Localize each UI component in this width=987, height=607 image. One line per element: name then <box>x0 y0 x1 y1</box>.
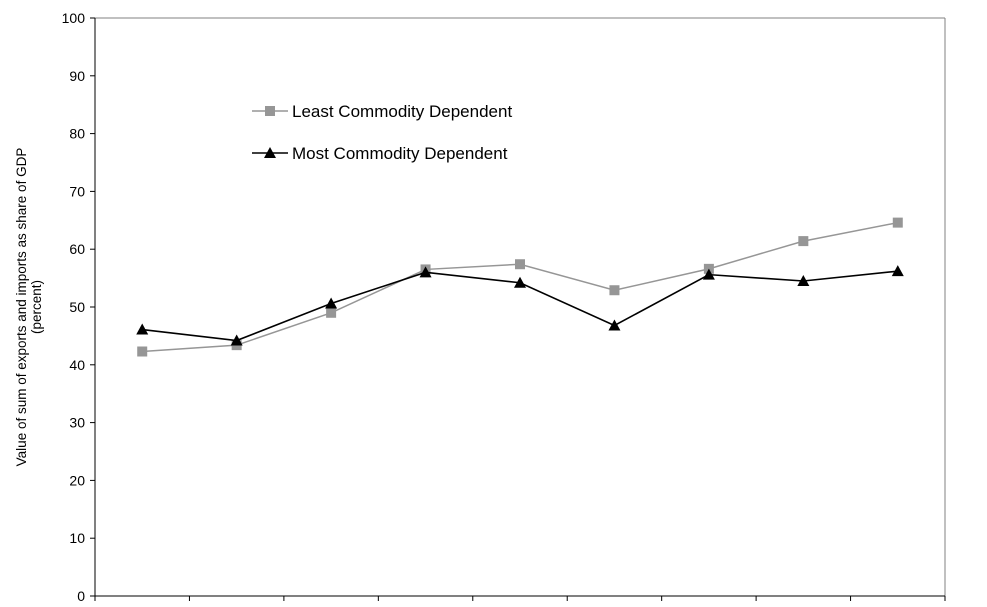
legend-item: Most Commodity Dependent <box>252 144 508 163</box>
legend-item: Least Commodity Dependent <box>252 102 512 121</box>
data-point-triangle <box>891 265 904 277</box>
y-tick-label: 30 <box>69 415 85 431</box>
y-tick-label: 20 <box>69 472 85 488</box>
legend-marker-triangle <box>264 147 276 158</box>
y-tick-label: 70 <box>69 183 85 199</box>
y-axis-title-line2: (percent) <box>29 280 44 334</box>
y-tick-label: 90 <box>69 68 85 84</box>
data-point-triangle <box>702 268 715 280</box>
data-point-square <box>892 217 903 228</box>
series-most-commodity-dependent <box>136 265 904 346</box>
data-point-triangle <box>325 297 338 309</box>
y-tick-label: 60 <box>69 241 85 257</box>
y-axis-title-line1: Value of sum of exports and imports as s… <box>14 148 29 467</box>
data-point-triangle <box>136 323 149 335</box>
y-tick-label: 100 <box>62 10 86 26</box>
data-point-triangle <box>419 266 432 278</box>
data-point-square <box>326 307 337 318</box>
y-tick-label: 50 <box>69 299 85 315</box>
data-point-square <box>798 236 809 247</box>
y-axis-title: Value of sum of exports and imports as s… <box>14 148 44 467</box>
y-tick-label: 0 <box>77 588 85 602</box>
y-tick-label: 80 <box>69 126 85 142</box>
legend-label: Most Commodity Dependent <box>292 144 508 163</box>
data-point-square <box>137 346 148 357</box>
data-point-triangle <box>797 274 810 286</box>
y-tick-label: 10 <box>69 530 85 546</box>
series-layer <box>136 217 904 357</box>
data-point-triangle <box>608 319 621 331</box>
legend-marker-square <box>265 106 275 116</box>
data-point-square <box>609 285 620 296</box>
data-point-triangle <box>514 276 526 288</box>
legend-label: Least Commodity Dependent <box>292 102 512 121</box>
legend: Least Commodity Dependent Most Commodity … <box>252 102 512 163</box>
y-tick-label: 40 <box>69 357 85 373</box>
axes: 0 10 20 30 40 50 60 70 80 90 100 <box>62 10 946 604</box>
data-point-triangle <box>230 334 243 346</box>
data-point-square <box>515 259 525 270</box>
